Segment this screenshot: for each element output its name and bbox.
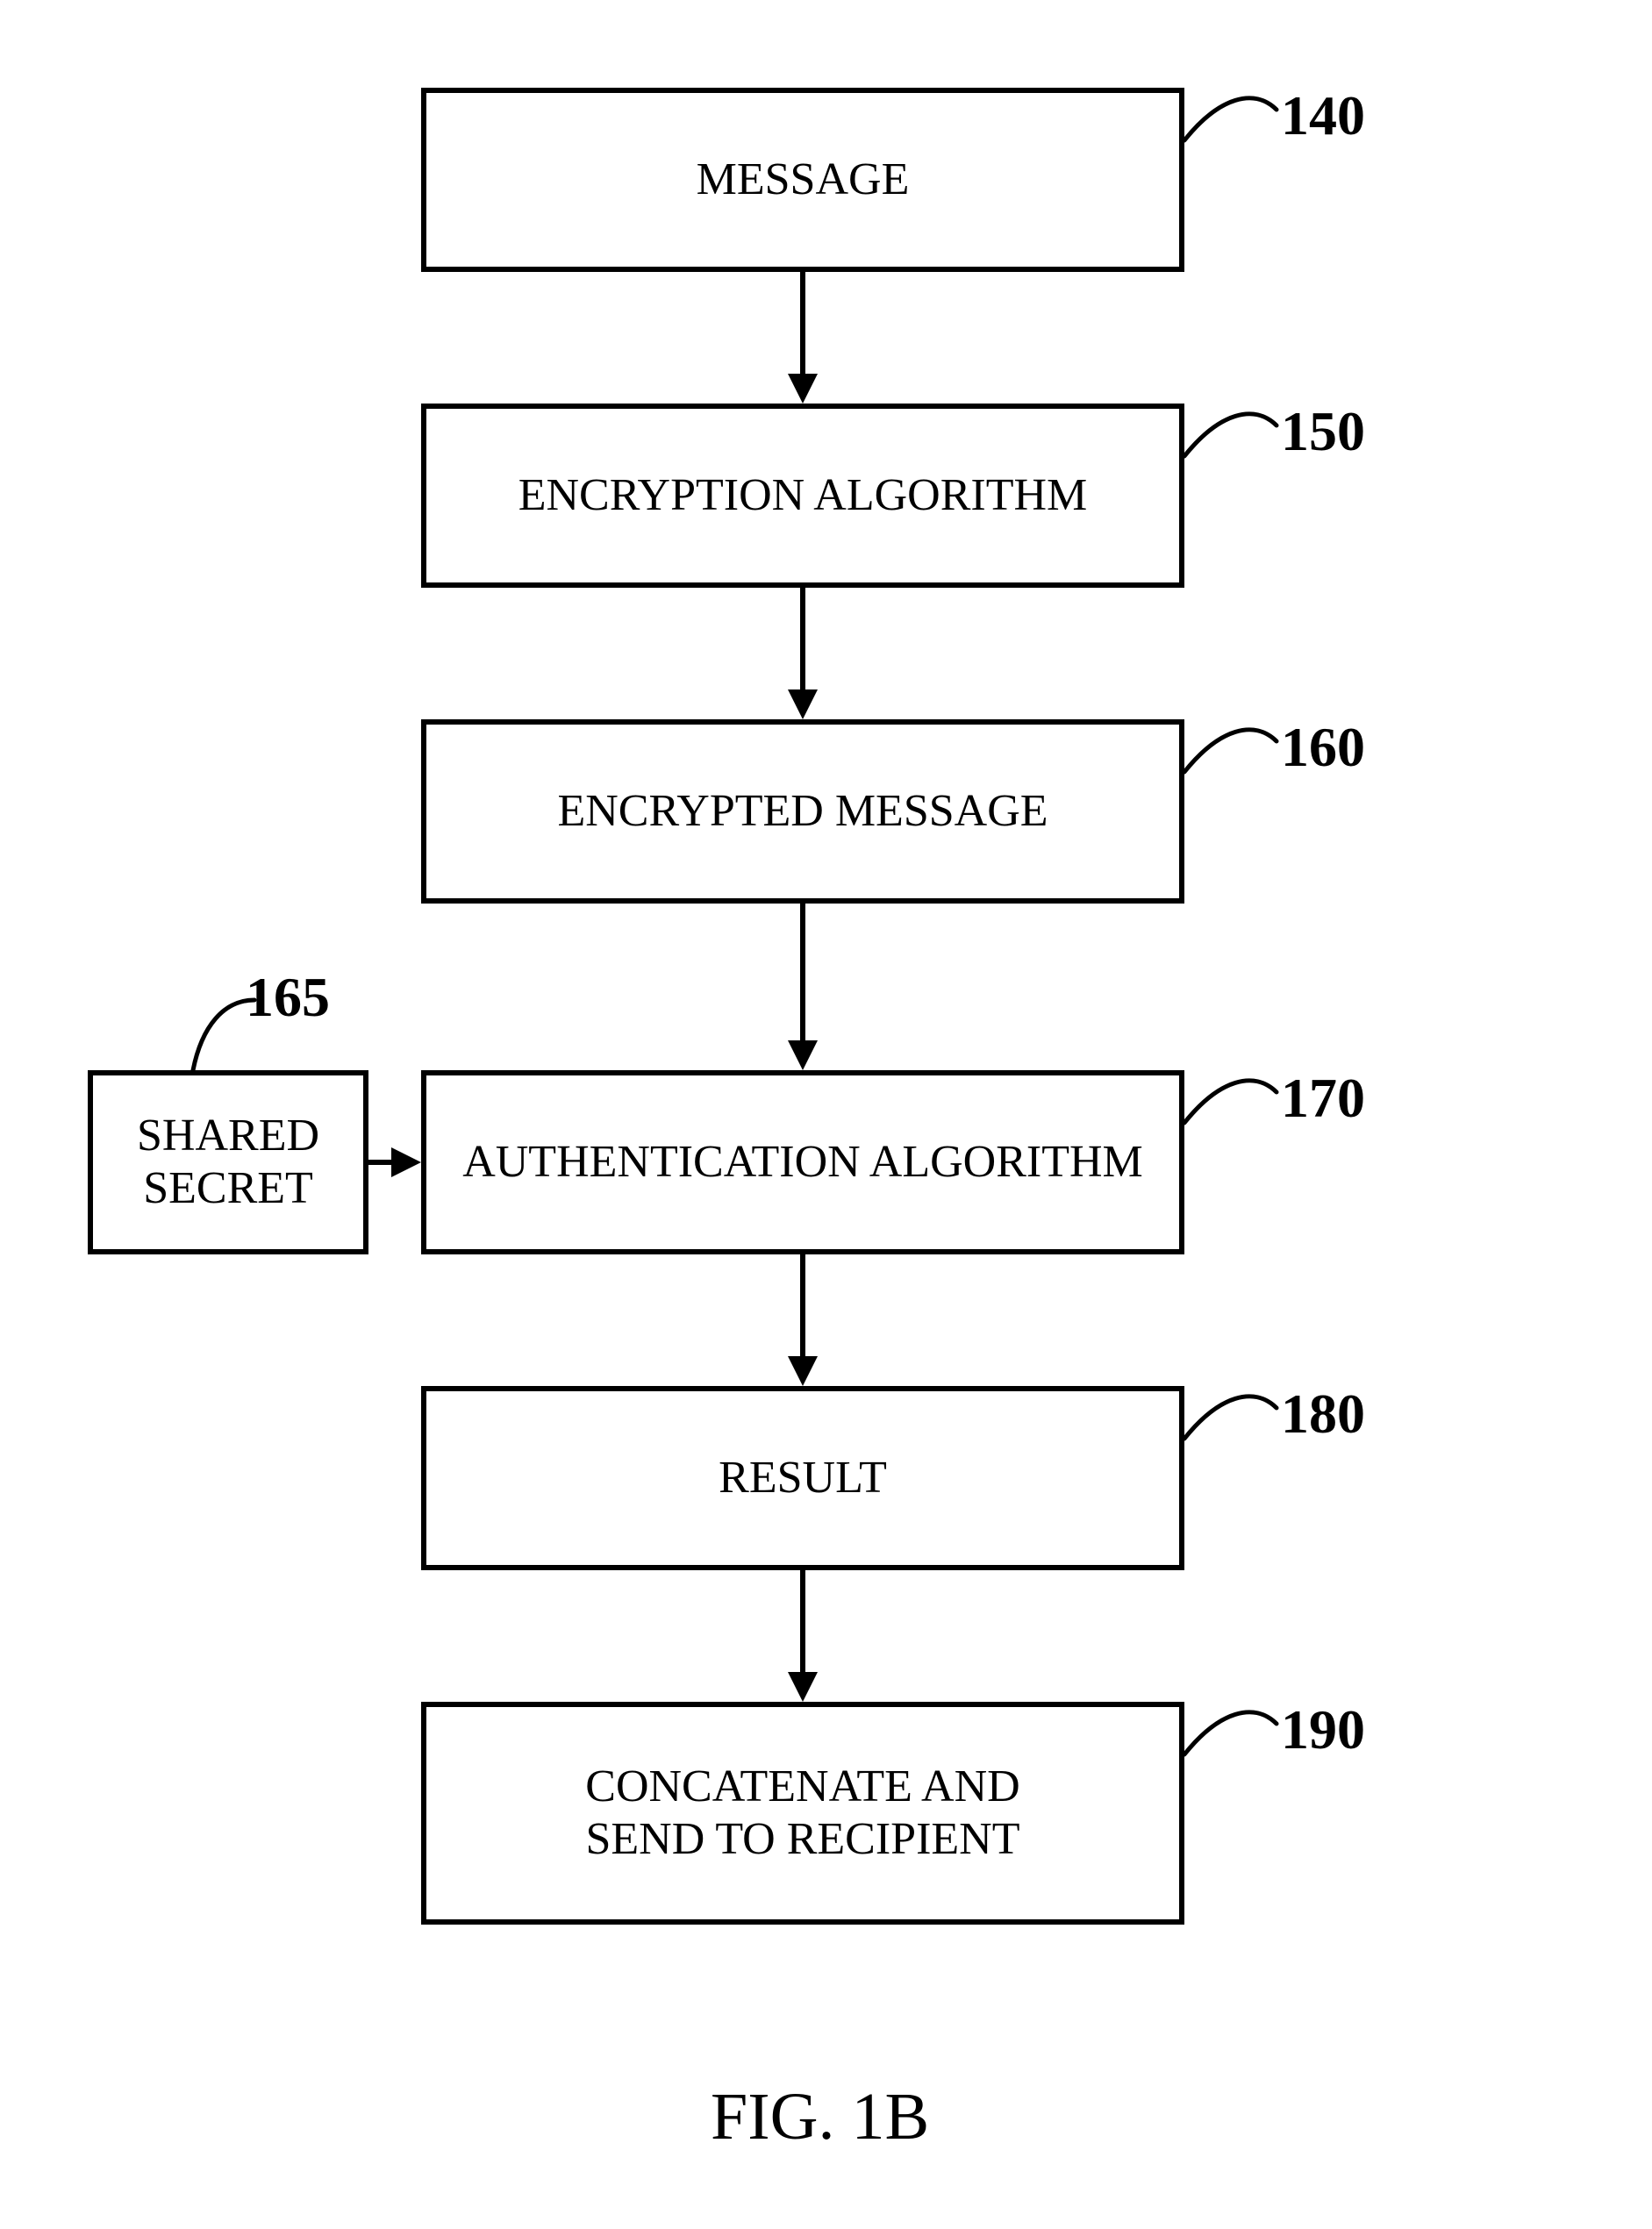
ref-number-180: 180 [1281,1382,1365,1447]
flow-node-170: AUTHENTICATION ALGORITHM [421,1070,1184,1254]
flow-node-label: CONCATENATE AND SEND TO RECIPIENT [585,1761,1019,1866]
ref-number-190: 190 [1281,1697,1365,1762]
ref-number-170: 170 [1281,1066,1365,1131]
ref-number-165: 165 [246,965,330,1030]
flow-node-160: ENCRYPTED MESSAGE [421,719,1184,904]
flow-node-label: ENCRYPTED MESSAGE [557,785,1048,838]
flow-node-label: RESULT [719,1452,887,1504]
ref-number-140: 140 [1281,83,1365,148]
flow-node-140: MESSAGE [421,88,1184,272]
flow-node-label: AUTHENTICATION ALGORITHM [462,1136,1143,1189]
flow-node-label: SHARED SECRET [137,1110,319,1215]
ref-number-150: 150 [1281,399,1365,464]
flow-node-150: ENCRYPTION ALGORITHM [421,404,1184,588]
diagram-canvas: MESSAGE 140 ENCRYPTION ALGORITHM 150 ENCRYPT… [0,0,1652,2229]
flow-node-190: CONCATENATE AND SEND TO RECIPIENT [421,1702,1184,1925]
flow-node-165: SHARED SECRET [88,1070,368,1254]
ref-number-160: 160 [1281,715,1365,780]
figure-caption: FIG. 1B [711,2079,929,2155]
flow-node-label: MESSAGE [697,154,910,206]
flow-node-180: RESULT [421,1386,1184,1570]
flow-node-label: ENCRYPTION ALGORITHM [518,469,1088,522]
